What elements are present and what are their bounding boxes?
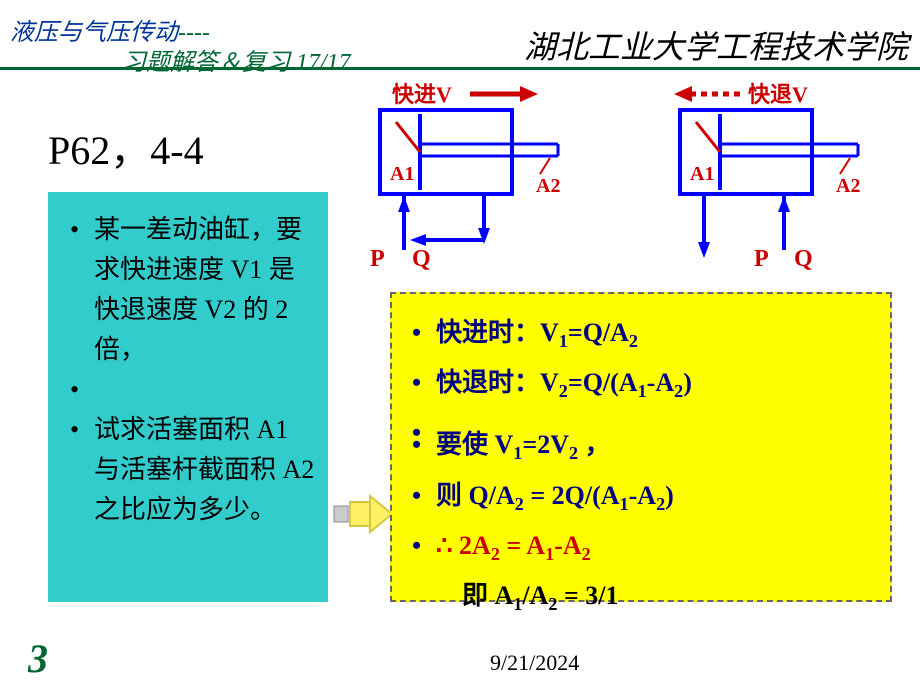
slide-header: 液压与气压传动---- 习题解答＆复习 17/17 湖北工业大学工程技术学院 (0, 0, 920, 70)
right-title: 快退V (748, 82, 808, 107)
right-P: P (754, 246, 769, 272)
solution-line-6: 即 A1/A2 = 3/1 (408, 575, 874, 625)
connector-arrow-icon (332, 492, 394, 536)
page-number: 3 (28, 635, 48, 682)
page-indicator: 17/17 (296, 50, 351, 76)
left-Q: Q (412, 246, 431, 272)
slide-date: 9/21/2024 (490, 650, 579, 676)
right-A2: A2 (836, 175, 860, 197)
solution-line-2: 快退时：V2=Q/(A1-A2) (408, 362, 874, 412)
left-title: 快进V (392, 82, 452, 107)
problem-text-1: 某一差动油缸，要求快进速度 V1 是快退速度 V2 的 2倍， (66, 210, 316, 370)
left-A1: A1 (390, 163, 414, 185)
solution-line-4: 则 Q/A2 = 2Q/(A1-A2) (408, 475, 874, 525)
diagram-svg: 快进V A1 A2 P Q (370, 82, 910, 282)
spacer (408, 412, 874, 424)
left-A2: A2 (536, 175, 560, 197)
solution-box: 快进时：V1=Q/A2 快退时：V2=Q/(A1-A2) 要使 V1=2V2 ，… (390, 292, 892, 602)
hydraulic-diagrams: 快进V A1 A2 P Q (370, 82, 910, 282)
solution-line-3: 要使 V1=2V2 ， (408, 424, 874, 474)
header-line2: 习题解答＆复习 17/17 (122, 42, 351, 77)
problem-text-2: 试求活塞面积 A1 与活塞杆截面积 A2 之比应为多少。 (66, 410, 316, 530)
solution-line-1: 快进时：V1=Q/A2 (408, 312, 874, 362)
institution-name: 湖北工业大学工程技术学院 (524, 22, 908, 68)
spacer (66, 370, 316, 410)
right-Q: Q (794, 246, 813, 272)
left-P: P (370, 246, 385, 272)
problem-title: P62，4-4 (48, 118, 204, 176)
subtitle: 习题解答＆复习 (122, 50, 296, 76)
solution-line-5: ∴ 2A2 = A1-A2 (408, 525, 874, 575)
right-A1: A1 (690, 163, 714, 185)
problem-statement-box: 某一差动油缸，要求快进速度 V1 是快退速度 V2 的 2倍， 试求活塞面积 A… (48, 192, 328, 602)
